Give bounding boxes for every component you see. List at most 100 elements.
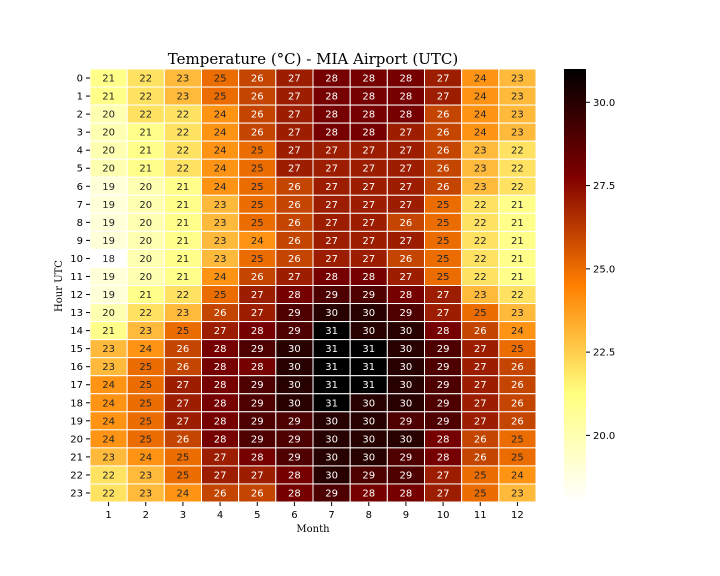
cell-value-label: 21 bbox=[139, 164, 152, 175]
y-tick-label: 19 bbox=[70, 416, 83, 427]
cell-value-label: 21 bbox=[511, 272, 524, 283]
cell-value-label: 22 bbox=[474, 272, 487, 283]
cell-value-label: 29 bbox=[437, 380, 450, 391]
cell-value-label: 21 bbox=[511, 236, 524, 247]
y-tick-label: 13 bbox=[70, 308, 83, 319]
cell-value-label: 20 bbox=[102, 146, 115, 157]
cell-value-label: 29 bbox=[400, 452, 413, 463]
cell-value-label: 27 bbox=[474, 398, 487, 409]
cell-value-label: 26 bbox=[437, 146, 450, 157]
cell-value-label: 25 bbox=[251, 146, 264, 157]
cell-value-label: 25 bbox=[177, 452, 190, 463]
cell-value-label: 27 bbox=[288, 164, 301, 175]
cell-value-label: 27 bbox=[325, 164, 338, 175]
cell-value-label: 23 bbox=[474, 164, 487, 175]
cell-value-label: 29 bbox=[288, 326, 301, 337]
cell-value-label: 28 bbox=[437, 434, 450, 445]
cell-value-label: 19 bbox=[102, 182, 115, 193]
cell-value-label: 25 bbox=[437, 200, 450, 211]
cell-value-label: 23 bbox=[511, 488, 524, 499]
cell-value-label: 26 bbox=[400, 218, 413, 229]
cell-value-label: 29 bbox=[362, 470, 375, 481]
cell-value-label: 21 bbox=[139, 146, 152, 157]
cell-value-label: 29 bbox=[400, 416, 413, 427]
cell-value-label: 24 bbox=[214, 110, 227, 121]
cell-value-label: 30 bbox=[400, 326, 413, 337]
cell-value-label: 28 bbox=[362, 272, 375, 283]
x-tick-label: 9 bbox=[403, 510, 409, 521]
cell-value-label: 23 bbox=[102, 452, 115, 463]
cell-value-label: 22 bbox=[177, 110, 190, 121]
cell-value-label: 28 bbox=[214, 344, 227, 355]
cell-value-label: 21 bbox=[511, 200, 524, 211]
cell-value-label: 23 bbox=[511, 110, 524, 121]
x-tick-label: 7 bbox=[328, 510, 334, 521]
cell-value-label: 26 bbox=[288, 200, 301, 211]
y-tick-label: 18 bbox=[70, 398, 83, 409]
cell-value-label: 26 bbox=[288, 218, 301, 229]
cell-value-label: 19 bbox=[102, 272, 115, 283]
cell-value-label: 26 bbox=[400, 254, 413, 265]
cell-value-label: 28 bbox=[325, 128, 338, 139]
cell-value-label: 22 bbox=[139, 110, 152, 121]
cell-value-label: 26 bbox=[511, 362, 524, 373]
cell-value-label: 30 bbox=[362, 416, 375, 427]
cell-value-label: 22 bbox=[139, 92, 152, 103]
cell-value-label: 22 bbox=[474, 236, 487, 247]
cell-value-label: 27 bbox=[362, 182, 375, 193]
cell-value-label: 27 bbox=[325, 200, 338, 211]
cell-value-label: 27 bbox=[474, 362, 487, 373]
cell-value-label: 23 bbox=[474, 182, 487, 193]
cell-value-label: 27 bbox=[437, 470, 450, 481]
colorbar-ticks: 20.0 22.5 25.0 27.5 30.0 bbox=[586, 98, 615, 442]
y-tick-label: 10 bbox=[70, 254, 83, 265]
cell-value-label: 28 bbox=[400, 110, 413, 121]
cell-value-label: 20 bbox=[139, 200, 152, 211]
cell-value-label: 28 bbox=[251, 452, 264, 463]
y-tick-label: 23 bbox=[70, 488, 83, 499]
cell-value-label: 24 bbox=[511, 470, 524, 481]
cell-value-label: 25 bbox=[251, 218, 264, 229]
cell-value-label: 26 bbox=[214, 488, 227, 499]
cell-value-label: 22 bbox=[139, 74, 152, 85]
cell-value-label: 23 bbox=[139, 326, 152, 337]
cell-value-label: 28 bbox=[325, 110, 338, 121]
cell-value-label: 21 bbox=[102, 74, 115, 85]
cell-value-label: 25 bbox=[474, 488, 487, 499]
cell-value-label: 25 bbox=[139, 416, 152, 427]
cell-value-label: 25 bbox=[437, 236, 450, 247]
cell-value-label: 23 bbox=[474, 146, 487, 157]
cell-value-label: 21 bbox=[511, 254, 524, 265]
cell-value-label: 22 bbox=[511, 290, 524, 301]
colorbar-tick-label: 30.0 bbox=[593, 98, 615, 109]
cell-value-label: 23 bbox=[214, 236, 227, 247]
cell-value-label: 27 bbox=[288, 272, 301, 283]
cell-value-label: 27 bbox=[325, 146, 338, 157]
cell-value-label: 25 bbox=[177, 470, 190, 481]
cell-value-label: 26 bbox=[288, 254, 301, 265]
cell-value-label: 26 bbox=[474, 326, 487, 337]
cell-value-label: 28 bbox=[400, 290, 413, 301]
cell-value-label: 22 bbox=[139, 308, 152, 319]
cell-value-label: 27 bbox=[362, 200, 375, 211]
cell-value-label: 21 bbox=[139, 290, 152, 301]
colorbar-tick-label: 27.5 bbox=[593, 181, 615, 192]
y-tick-label: 7 bbox=[77, 200, 83, 211]
cell-value-label: 28 bbox=[214, 380, 227, 391]
colorbar-gradient bbox=[564, 69, 586, 502]
y-tick-label: 1 bbox=[77, 92, 83, 103]
cell-value-label: 27 bbox=[288, 92, 301, 103]
cell-value-label: 28 bbox=[400, 92, 413, 103]
cell-value-label: 30 bbox=[288, 398, 301, 409]
cell-value-label: 27 bbox=[362, 236, 375, 247]
cell-value-label: 27 bbox=[437, 74, 450, 85]
cell-value-label: 23 bbox=[511, 308, 524, 319]
cell-value-label: 30 bbox=[325, 434, 338, 445]
cell-value-label: 26 bbox=[177, 362, 190, 373]
cell-value-label: 29 bbox=[251, 434, 264, 445]
x-tick-label: 1 bbox=[105, 510, 111, 521]
cell-value-label: 27 bbox=[400, 236, 413, 247]
cell-value-label: 27 bbox=[177, 416, 190, 427]
cell-value-label: 24 bbox=[102, 416, 115, 427]
cell-value-label: 29 bbox=[288, 434, 301, 445]
